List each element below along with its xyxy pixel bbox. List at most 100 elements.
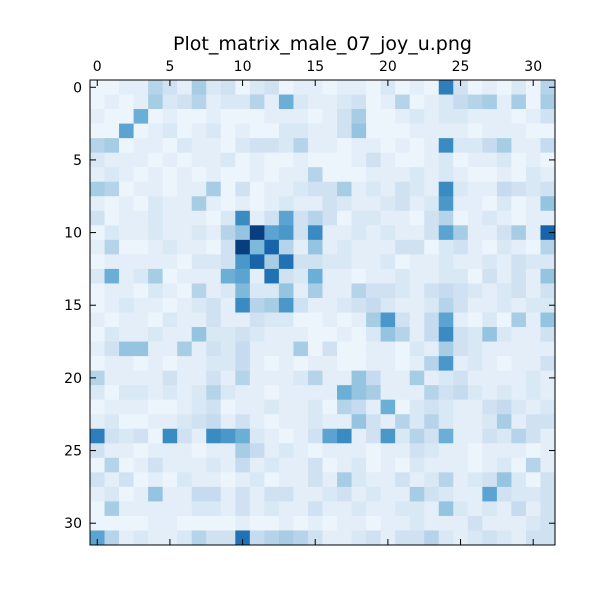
heatmap-cell bbox=[337, 414, 352, 430]
heatmap-cell bbox=[351, 370, 367, 386]
heatmap-cell bbox=[482, 341, 498, 357]
heatmap-cell bbox=[133, 486, 149, 502]
heatmap-cell bbox=[453, 80, 469, 95]
heatmap-cell bbox=[351, 486, 367, 502]
heatmap-cell bbox=[424, 94, 440, 110]
heatmap-cell bbox=[380, 225, 396, 241]
heatmap-cell bbox=[467, 327, 483, 342]
heatmap-cell bbox=[177, 327, 193, 342]
heatmap-cell bbox=[453, 239, 469, 255]
heatmap-cell bbox=[148, 297, 164, 313]
heatmap-cell bbox=[90, 109, 105, 124]
heatmap-cell bbox=[104, 152, 120, 168]
heatmap-cell bbox=[220, 370, 236, 386]
heatmap-cell bbox=[293, 283, 309, 299]
heatmap-cell bbox=[206, 486, 222, 502]
heatmap-cell bbox=[104, 356, 120, 372]
heatmap-cell bbox=[162, 472, 178, 488]
heatmap-cell bbox=[380, 268, 396, 284]
heatmap-cell bbox=[293, 109, 309, 124]
heatmap-cell bbox=[438, 80, 454, 95]
chart-title: Plot_matrix_male_07_joy_u.png bbox=[173, 33, 472, 55]
heatmap-cell bbox=[278, 109, 294, 124]
heatmap-cell bbox=[322, 225, 338, 241]
heatmap-cell bbox=[307, 341, 323, 357]
heatmap-cell bbox=[249, 486, 265, 502]
heatmap-cell bbox=[467, 210, 483, 226]
heatmap-cell bbox=[162, 443, 178, 459]
heatmap-cell bbox=[337, 123, 352, 139]
heatmap-cell bbox=[525, 370, 541, 386]
heatmap-cell bbox=[453, 486, 469, 502]
heatmap-cell bbox=[235, 457, 251, 473]
heatmap-cell bbox=[482, 196, 498, 212]
heatmap-cell bbox=[162, 94, 178, 110]
heatmap-cell bbox=[482, 530, 498, 546]
heatmap-cell bbox=[148, 181, 164, 197]
heatmap-cell bbox=[380, 181, 396, 197]
heatmap-cell bbox=[511, 515, 527, 531]
heatmap-cell bbox=[104, 501, 120, 517]
heatmap-cell bbox=[351, 254, 367, 270]
heatmap-cell bbox=[235, 501, 251, 517]
heatmap-cell bbox=[511, 138, 527, 154]
heatmap-cell bbox=[511, 486, 527, 502]
heatmap-cell bbox=[162, 385, 178, 401]
heatmap-cell bbox=[540, 472, 556, 488]
heatmap-cell bbox=[453, 530, 469, 546]
heatmap-cell bbox=[162, 239, 178, 255]
heatmap-cell bbox=[322, 341, 338, 357]
heatmap-cell bbox=[453, 370, 469, 386]
heatmap-cell bbox=[467, 181, 483, 197]
heatmap-cell bbox=[366, 457, 382, 473]
heatmap-cell bbox=[293, 297, 309, 313]
heatmap-cell bbox=[322, 181, 338, 197]
heatmap-cell bbox=[467, 312, 483, 328]
heatmap-cell bbox=[438, 123, 454, 139]
heatmap-cell bbox=[496, 239, 512, 255]
heatmap-cell bbox=[148, 341, 164, 357]
heatmap-cell bbox=[540, 254, 556, 270]
heatmap-cell bbox=[380, 196, 396, 212]
heatmap-cell bbox=[467, 239, 483, 255]
heatmap-cell bbox=[264, 428, 280, 444]
heatmap-cell bbox=[293, 167, 309, 183]
heatmap-cell bbox=[148, 152, 164, 168]
axis-ticks: 0 5 10 15 20 25 30 0 5 10 15 20 25 30 bbox=[64, 59, 555, 545]
heatmap-cell bbox=[278, 341, 294, 357]
heatmap-cell bbox=[293, 210, 309, 226]
heatmap-cell bbox=[249, 225, 265, 241]
heatmap-cell bbox=[438, 181, 454, 197]
heatmap-cell bbox=[540, 327, 556, 342]
heatmap-cell bbox=[177, 167, 193, 183]
heatmap-cell bbox=[525, 123, 541, 139]
heatmap-cell bbox=[467, 370, 483, 386]
heatmap-cell bbox=[162, 515, 178, 531]
heatmap-cell bbox=[540, 356, 556, 372]
heatmap-cell bbox=[540, 80, 556, 95]
heatmap-cell bbox=[148, 327, 164, 342]
heatmap-cell bbox=[482, 356, 498, 372]
y-tick-label: 5 bbox=[73, 153, 82, 169]
y-tick-label: 30 bbox=[64, 516, 82, 532]
heatmap-cell bbox=[148, 123, 164, 139]
heatmap-cell bbox=[482, 312, 498, 328]
heatmap-cell bbox=[409, 399, 425, 415]
heatmap-cell bbox=[438, 297, 454, 313]
heatmap-cell bbox=[90, 530, 105, 546]
heatmap-cell bbox=[351, 515, 367, 531]
heatmap-cell bbox=[337, 138, 352, 154]
heatmap-cell bbox=[249, 356, 265, 372]
heatmap-cell bbox=[482, 254, 498, 270]
heatmap-cell bbox=[278, 472, 294, 488]
heatmap-cell bbox=[206, 443, 222, 459]
heatmap-cell bbox=[453, 385, 469, 401]
heatmap-cell bbox=[148, 80, 164, 95]
heatmap-cell bbox=[511, 457, 527, 473]
heatmap-cell bbox=[482, 167, 498, 183]
heatmap-cell bbox=[191, 472, 207, 488]
heatmap-cell bbox=[249, 94, 265, 110]
heatmap-cell bbox=[351, 327, 367, 342]
heatmap-cell bbox=[322, 385, 338, 401]
heatmap-cell bbox=[525, 443, 541, 459]
